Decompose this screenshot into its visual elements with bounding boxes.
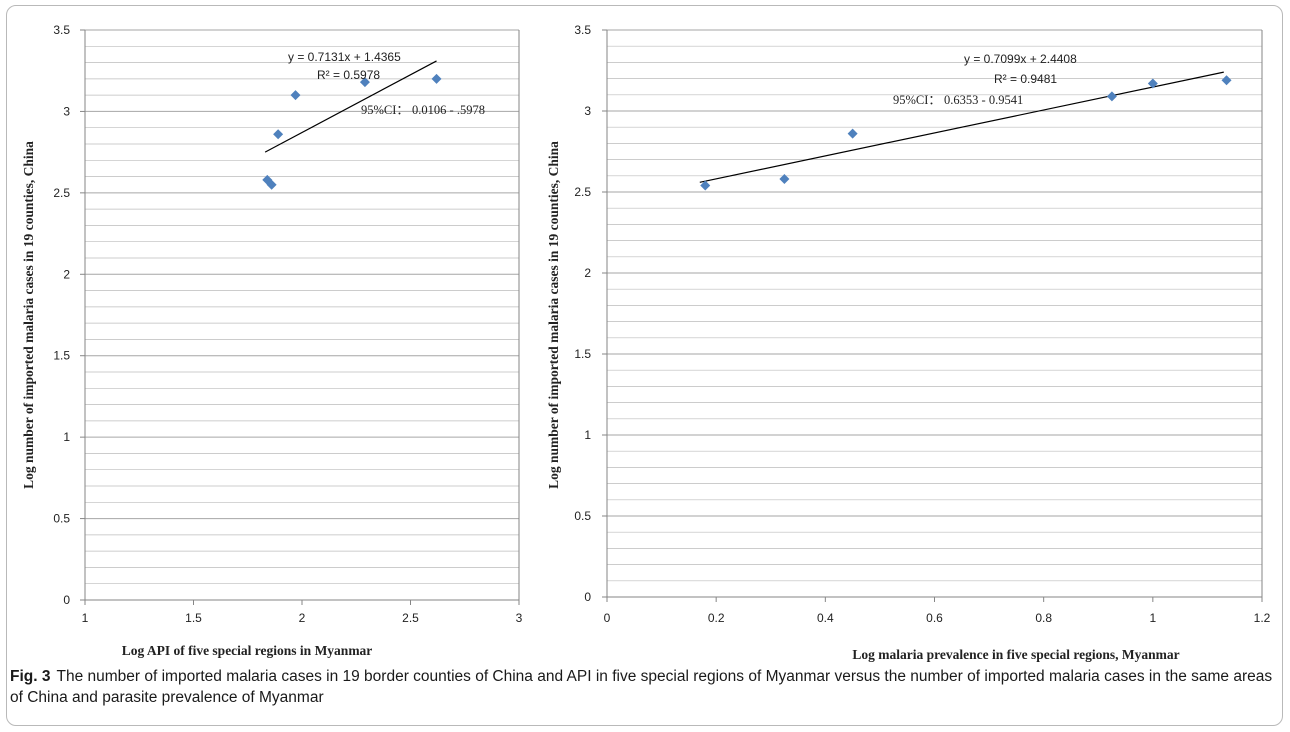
x-tick-label: 2 — [299, 611, 306, 625]
data-point — [273, 129, 284, 140]
x-tick-label: 1.2 — [1254, 611, 1271, 625]
y-tick-label: 3.5 — [53, 23, 70, 37]
trendline-annotation: 95%CI： 0.6353 - 0.9541 — [893, 93, 1023, 107]
data-point — [847, 128, 858, 139]
y-tick-label: 0 — [584, 590, 591, 604]
trendline-annotation: y = 0.7131x + 1.4365 — [288, 50, 401, 64]
y-tick-label: 1 — [63, 430, 70, 444]
x-axis-title: Log API of five special regions in Myanm… — [122, 643, 373, 658]
trendline-annotation: y = 0.7099x + 2.4408 — [964, 52, 1077, 66]
x-tick-label: 1.5 — [185, 611, 202, 625]
trendline-annotation: R² = 0.5978 — [317, 68, 380, 82]
caption-text: The number of imported malaria cases in … — [10, 668, 1273, 706]
trendline-annotation: R² = 0.9481 — [994, 72, 1057, 86]
trendline — [264, 60, 437, 153]
y-tick-label: 1.5 — [574, 347, 591, 361]
y-tick-label: 2.5 — [53, 186, 70, 200]
y-tick-label: 1 — [584, 428, 591, 442]
y-tick-label: 2 — [63, 267, 70, 281]
figure-frame — [6, 5, 1283, 726]
y-axis-title: Log number of imported malaria cases in … — [546, 141, 561, 489]
caption-label: Fig. 3 — [10, 668, 51, 685]
y-tick-label: 3 — [63, 104, 70, 118]
y-tick-label: 2 — [584, 266, 591, 280]
y-tick-label: 0.5 — [574, 509, 591, 523]
data-point — [266, 179, 277, 190]
x-tick-label: 0.6 — [926, 611, 943, 625]
y-tick-label: 3 — [584, 104, 591, 118]
x-tick-label: 0 — [604, 611, 611, 625]
data-point — [431, 73, 442, 84]
figure-charts: 0 0.5 1 1.5 2 2.5 3 3.5 1 1.5 2 2.5 3 Log API of five… — [21, 23, 1271, 662]
x-tick-label: 0.4 — [817, 611, 834, 625]
data-point — [1221, 75, 1232, 86]
y-tick-label: 1.5 — [53, 349, 70, 363]
trendline-annotation: 95%CI： 0.0106 - .5978 — [361, 103, 485, 117]
x-axis-title: Log malaria prevalence in five special r… — [852, 647, 1179, 662]
y-tick-label: 0.5 — [53, 512, 70, 526]
y-tick-label: 2.5 — [574, 185, 591, 199]
data-point — [1147, 78, 1158, 89]
data-point — [1106, 91, 1117, 102]
data-point — [700, 180, 711, 191]
y-axis-title: Log number of imported malaria cases in … — [21, 141, 36, 489]
trendline — [699, 71, 1224, 183]
data-point — [779, 174, 790, 185]
x-tick-label: 0.2 — [708, 611, 725, 625]
x-tick-label: 3 — [516, 611, 523, 625]
figure-caption: Fig. 3 The number of imported malaria cas… — [10, 666, 1275, 708]
x-tick-label: 0.8 — [1035, 611, 1052, 625]
chart-2: 0 0.5 1 1.5 2 2.5 3 3.5 0 0.2 0.4 0.6 0.8 1 1.2 Log mal… — [546, 23, 1271, 662]
y-tick-label: 3.5 — [574, 23, 591, 37]
x-tick-label: 2.5 — [402, 611, 419, 625]
chart-1: 0 0.5 1 1.5 2 2.5 3 3.5 1 1.5 2 2.5 3 Log API of five… — [21, 23, 523, 658]
y-tick-label: 0 — [63, 593, 70, 607]
x-tick-label: 1 — [1149, 611, 1156, 625]
data-point — [359, 77, 370, 88]
x-tick-label: 1 — [82, 611, 89, 625]
data-point — [290, 90, 301, 101]
